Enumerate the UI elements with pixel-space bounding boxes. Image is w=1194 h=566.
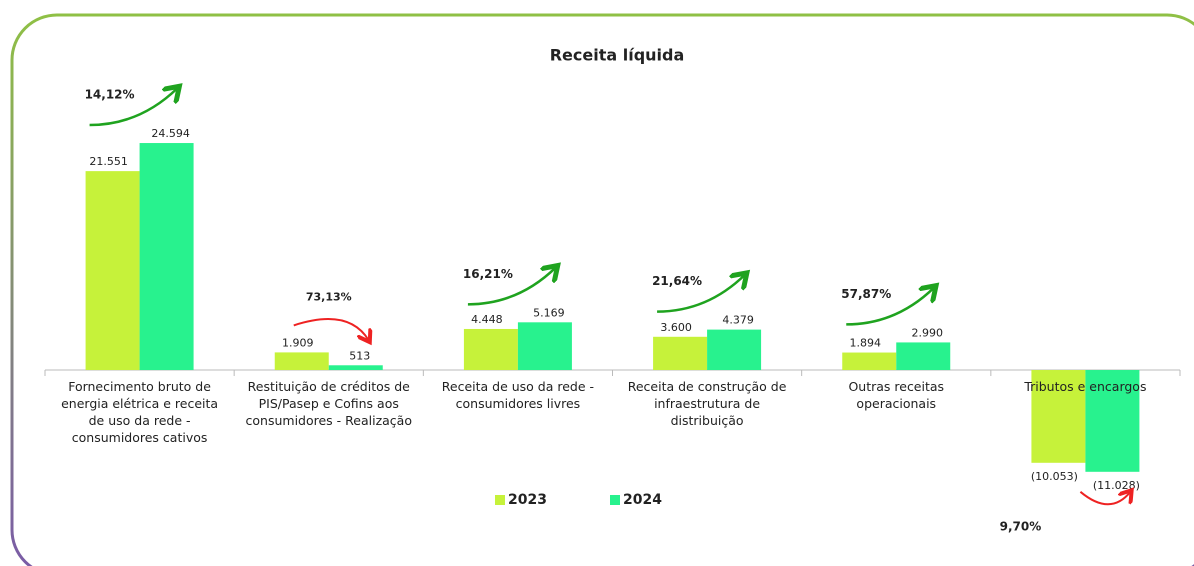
bar [274, 352, 329, 371]
value-label: 5.169 [533, 306, 565, 319]
trend-arrow [846, 287, 934, 326]
frame [10, 13, 1194, 566]
change-label: 9,70% [1000, 519, 1042, 533]
legend-swatch [495, 495, 505, 505]
value-label: 21.551 [89, 155, 128, 168]
trend-arrow [657, 275, 745, 313]
value-label: 1.909 [282, 336, 314, 349]
bar [842, 352, 897, 371]
x-tick-label: Receita de uso da rede - consumidores li… [441, 379, 595, 412]
value-label: 3.600 [660, 321, 692, 334]
legend-label: 2023 [508, 492, 547, 508]
change-label: 57,87% [841, 287, 891, 301]
legend-swatch [610, 495, 620, 505]
x-tick-label: Restituição de créditos de PIS/Pasep e C… [245, 379, 412, 429]
change-label: 16,21% [463, 267, 513, 281]
trend-arrow [89, 88, 178, 127]
legend-label: 2024 [623, 492, 662, 508]
chart-title: Receita líquida [550, 46, 685, 65]
trend-arrow [293, 318, 369, 340]
x-tick-label: Fornecimento bruto de energia elétrica e… [61, 379, 219, 446]
bar [1031, 370, 1086, 463]
change-label: 21,64% [652, 274, 702, 288]
bar [653, 336, 708, 371]
bar [328, 365, 383, 371]
bar [463, 328, 518, 371]
value-label: 513 [349, 349, 370, 362]
value-label: 4.379 [722, 314, 754, 327]
bar [139, 143, 194, 371]
bar [517, 322, 572, 371]
bar [707, 329, 762, 371]
value-label: 2.990 [912, 326, 944, 339]
value-label: 1.894 [850, 337, 882, 350]
value-label: (11.028) [1093, 479, 1140, 492]
value-label: 4.448 [471, 313, 503, 326]
bar [85, 171, 140, 371]
x-tick-label: Outras receitas operacionais [848, 379, 945, 412]
x-tick-label: Tributos e encargos [1024, 379, 1147, 395]
value-label: (10.053) [1031, 470, 1078, 483]
bar [1085, 370, 1140, 472]
trend-arrow [467, 267, 556, 306]
x-tick-label: Receita de construção de infraestrutura … [627, 379, 787, 429]
change-label: 73,13% [306, 290, 352, 303]
bar [896, 342, 951, 371]
change-label: 14,12% [85, 88, 135, 102]
value-label: 24.594 [151, 127, 190, 140]
trend-arrow [1079, 492, 1130, 506]
